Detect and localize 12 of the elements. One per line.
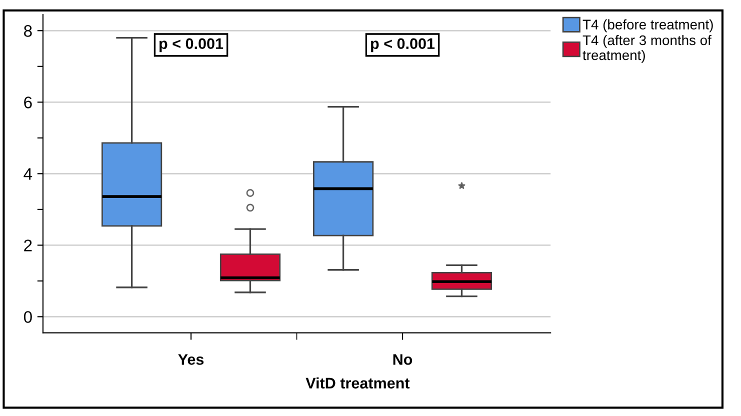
y-tick-label: 4 — [24, 168, 32, 180]
x-axis-title: VitD treatment — [306, 377, 410, 389]
y-tick-label: 0 — [24, 311, 32, 323]
y-tick-label: 6 — [24, 96, 32, 108]
annotation: p < 0.001 — [371, 38, 435, 52]
annotation: p < 0.001 — [160, 38, 224, 52]
legend-label: T4 (after 3 months of treatment) — [582, 34, 712, 63]
x-tick-label: No — [393, 354, 412, 365]
x-tick-label: Yes — [178, 354, 204, 365]
y-tick-label: 2 — [24, 240, 32, 252]
legend-label: T4 (before treatment) — [582, 19, 713, 32]
y-tick-label: 8 — [24, 25, 32, 37]
